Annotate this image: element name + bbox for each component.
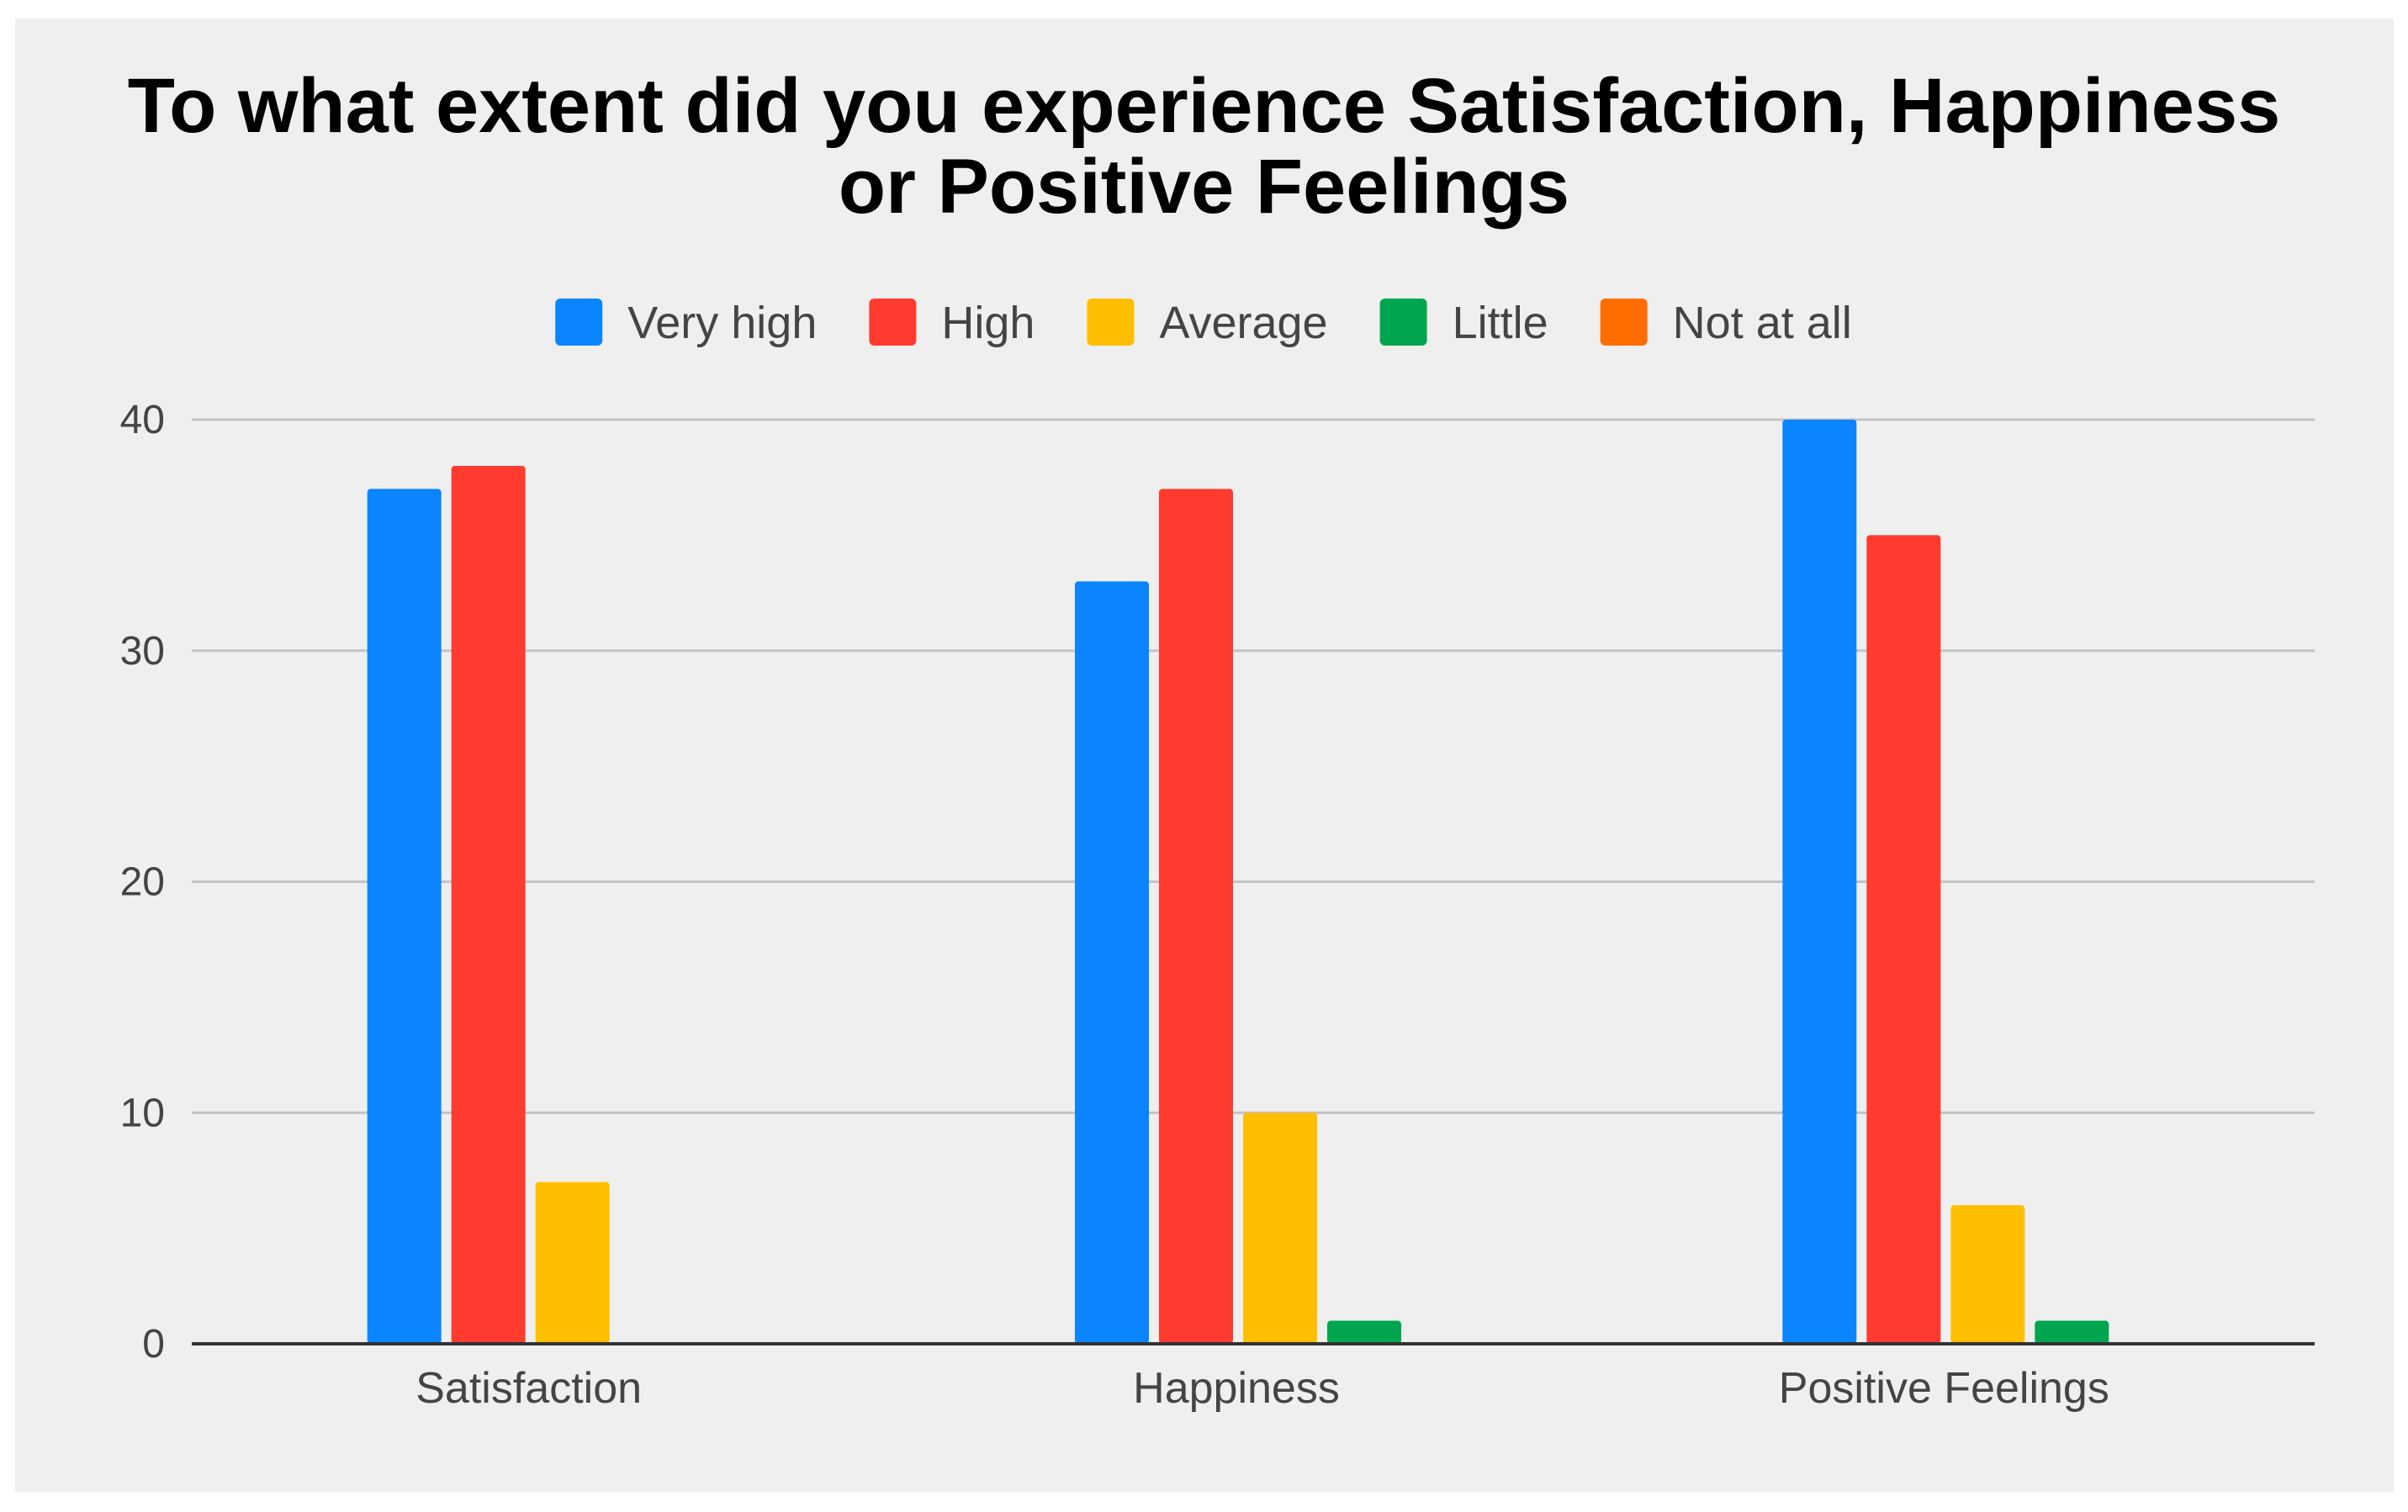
x-tick-label-satisfaction: Satisfaction (415, 1364, 642, 1413)
legend-swatch-very-high (555, 299, 603, 346)
y-tick-label: 0 (142, 1322, 165, 1367)
legend-label-not-at-all: Not at all (1673, 298, 1852, 348)
legend-swatch-high (869, 299, 917, 346)
legend-label-very-high: Very high (627, 298, 817, 348)
legend-item-little: Little (1379, 298, 1548, 348)
chart-title-line-2: or Positive Feelings (838, 144, 1570, 230)
gridlines (192, 418, 2315, 1114)
y-axis-ticks: 0 10 20 30 40 (120, 398, 165, 1367)
legend-label-average: Average (1159, 298, 1327, 348)
x-axis-labels: Satisfaction Happiness Positive Feelings (415, 1364, 2109, 1413)
bar-positive-feelings-very-high (1782, 420, 1857, 1344)
legend-item-very-high: Very high (555, 298, 817, 348)
bar-happiness-average (1243, 1113, 1317, 1344)
chart-title-line-1: To what extent did you experience Satisf… (127, 63, 2281, 149)
y-tick-label: 30 (120, 629, 165, 674)
legend-label-little: Little (1453, 298, 1548, 348)
bar-happiness-very-high (1075, 581, 1149, 1344)
bar-satisfaction-very-high (367, 489, 442, 1344)
y-tick-label: 10 (120, 1091, 165, 1135)
bar-satisfaction-average (535, 1182, 610, 1344)
legend: Very high High Average Little Not at all (555, 298, 1852, 348)
legend-label-high: High (941, 298, 1035, 348)
x-tick-label-positive-feelings: Positive Feelings (1779, 1364, 2109, 1413)
bar-happiness-little (1327, 1320, 1401, 1344)
bar-positive-feelings-average (1950, 1205, 2025, 1344)
y-tick-label: 40 (120, 398, 165, 442)
x-tick-label-happiness: Happiness (1133, 1364, 1340, 1413)
bar-positive-feelings-little (2035, 1320, 2109, 1344)
bar-happiness-high (1159, 489, 1233, 1344)
bars (367, 420, 2109, 1345)
legend-swatch-little (1379, 299, 1427, 346)
bar-positive-feelings-high (1866, 535, 1941, 1344)
legend-swatch-average (1087, 299, 1135, 346)
chart-title: To what extent did you experience Satisf… (0, 66, 2408, 227)
legend-item-not-at-all: Not at all (1600, 298, 1852, 348)
y-tick-label: 20 (120, 860, 165, 905)
bar-satisfaction-high (451, 465, 526, 1345)
legend-swatch-not-at-all (1600, 299, 1648, 346)
legend-item-average: Average (1087, 298, 1328, 348)
legend-item-high: High (869, 298, 1035, 348)
